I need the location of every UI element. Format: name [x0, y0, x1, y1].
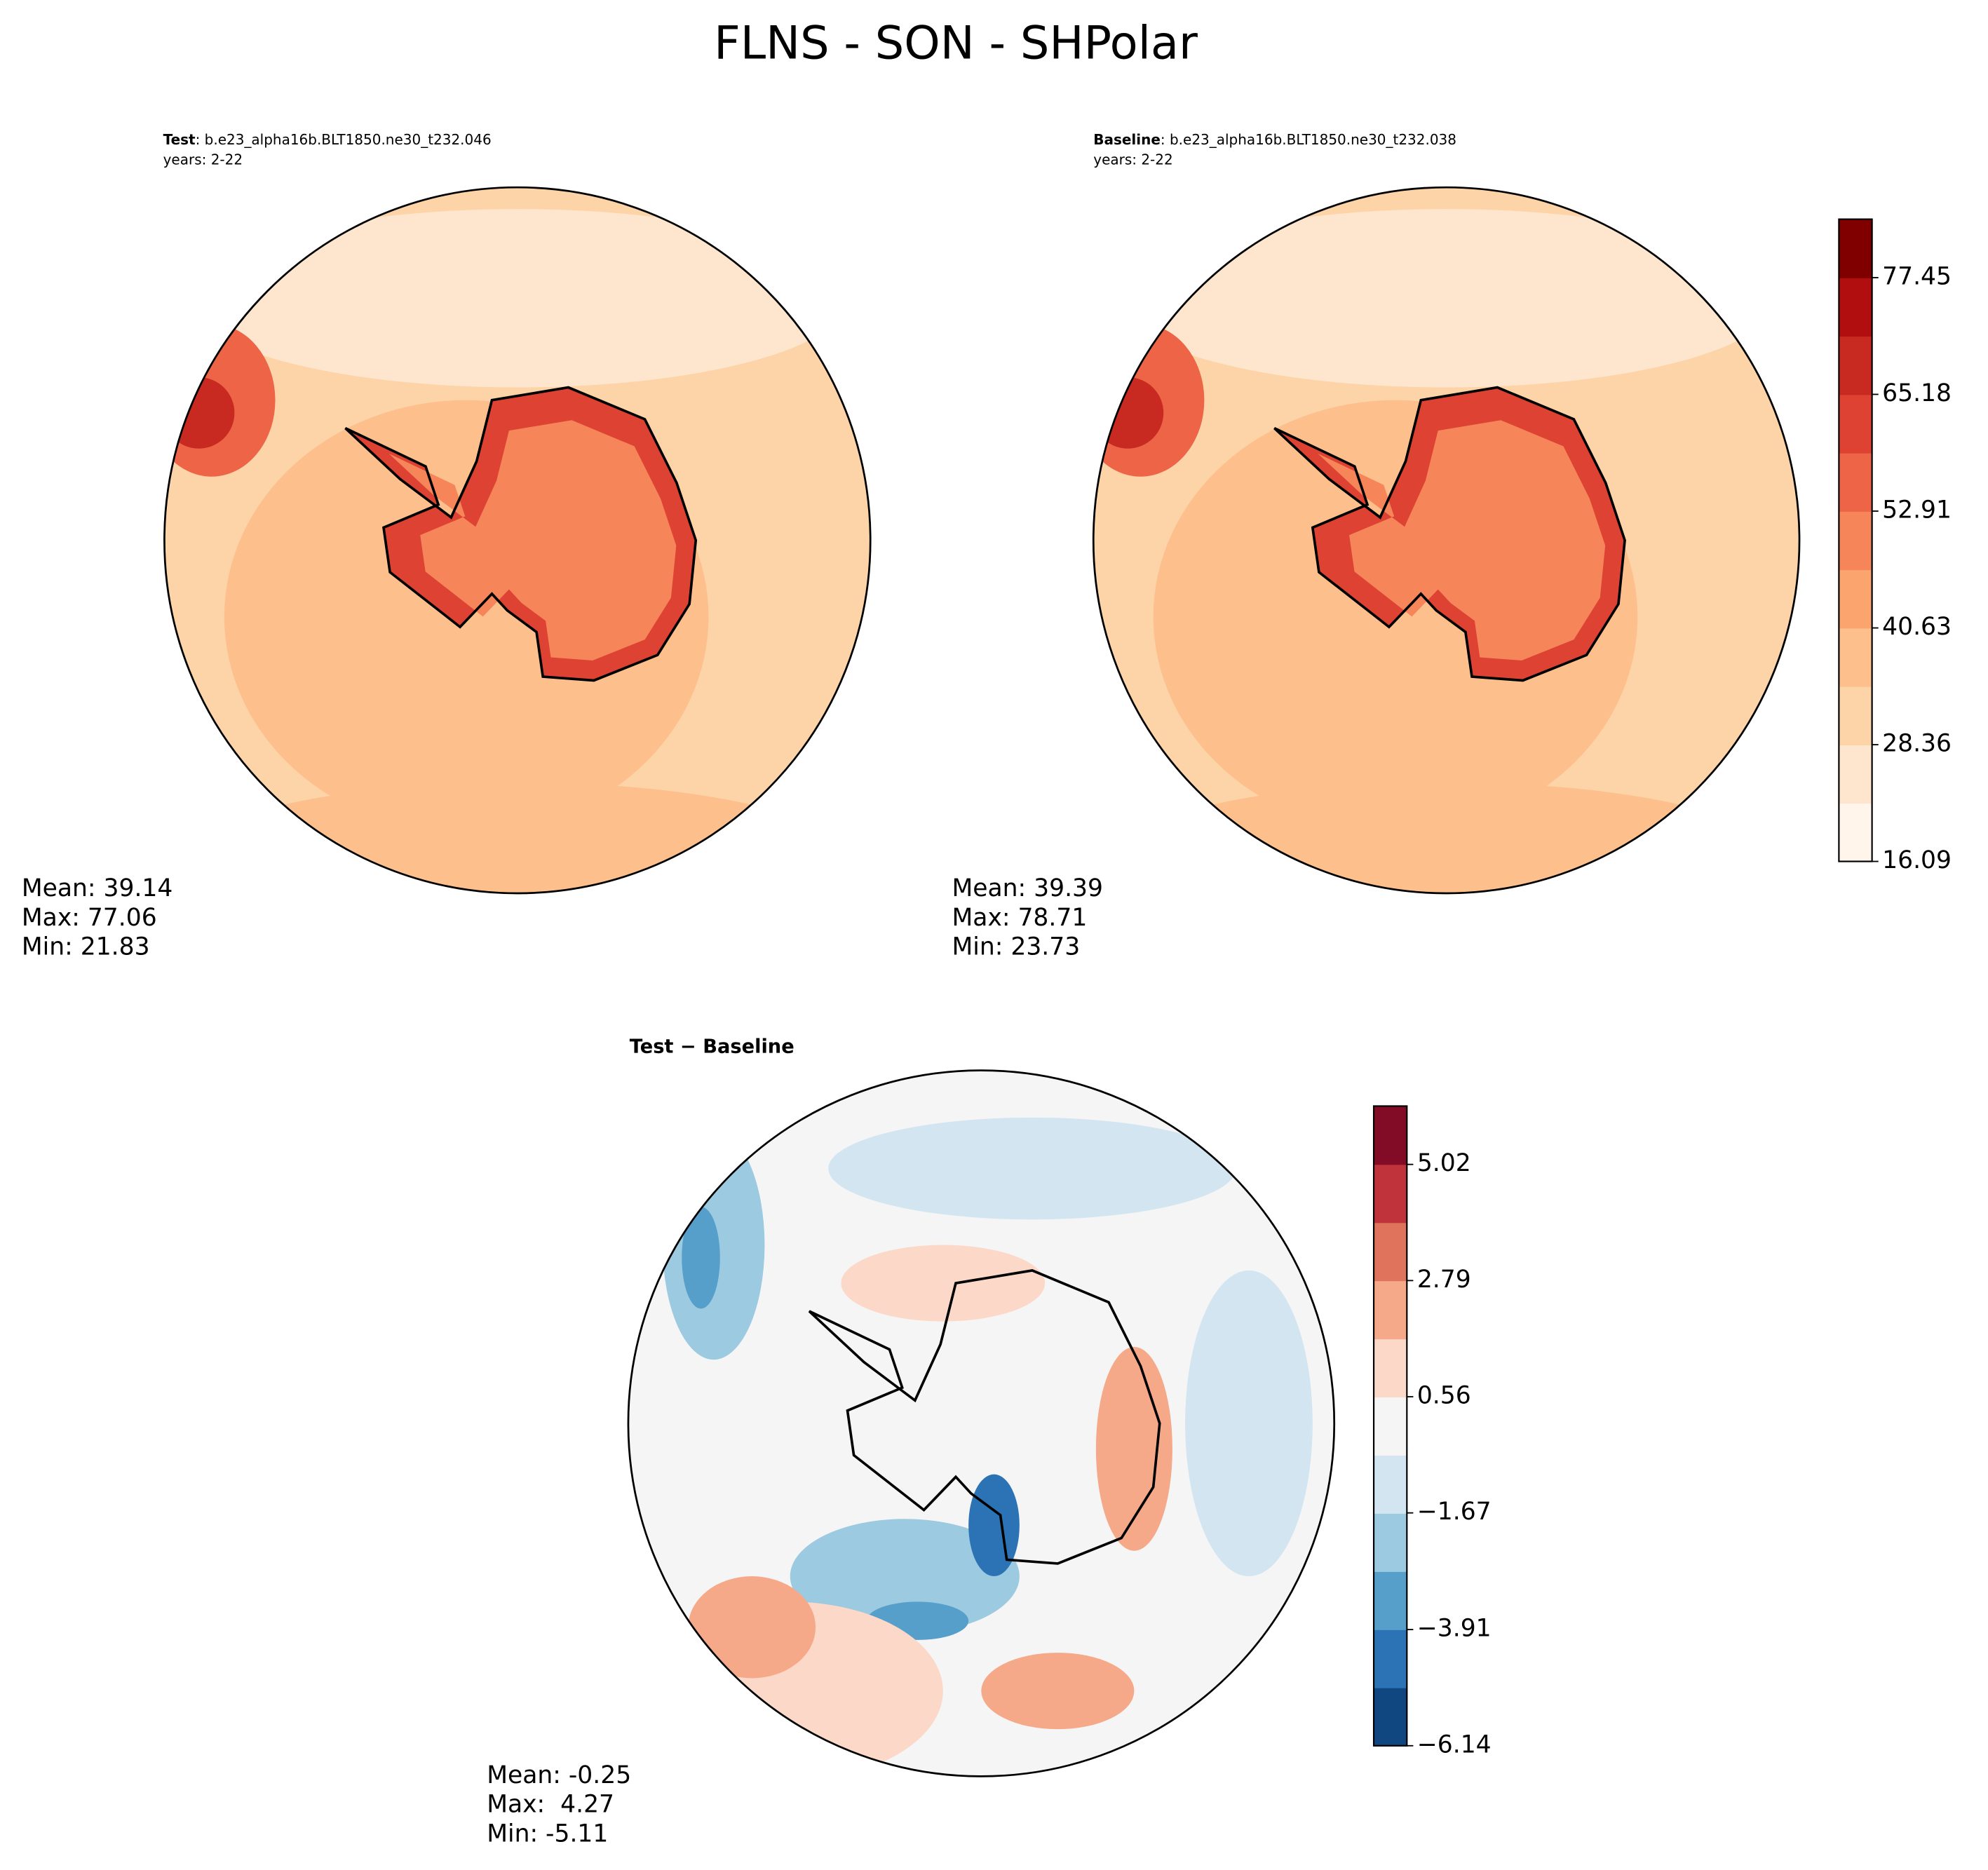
- map: [1077, 186, 1801, 935]
- colorbar-segment: [1374, 1164, 1407, 1224]
- stat: Min: 21.83: [22, 933, 150, 961]
- colorbar-segment: [1374, 1455, 1407, 1514]
- colorbar-tick-label: 0.56: [1417, 1382, 1471, 1410]
- colorbar-tick-label: −1.67: [1417, 1498, 1492, 1526]
- colorbar-tick-label: −6.14: [1417, 1730, 1492, 1759]
- stat: Mean: -0.25: [487, 1761, 631, 1789]
- colorbar-segment: [1374, 1397, 1407, 1456]
- colorbar-segment: [1374, 1629, 1407, 1688]
- colorbar-segment: [1839, 452, 1872, 512]
- colorbar-segment: [1839, 394, 1872, 454]
- colorbar-tick-label: −3.91: [1417, 1615, 1492, 1643]
- colorbar-frame: [1372, 1105, 1408, 1747]
- map: [627, 1069, 1336, 1780]
- colorbar-tick-label: 40.63: [1882, 613, 1952, 641]
- stat: Min: 23.73: [952, 933, 1081, 961]
- stat: Mean: 39.14: [22, 874, 173, 902]
- colorbar-segment: [1374, 1222, 1407, 1282]
- panel-case: : b.e23_alpha16b.BLT1850.ne30_t232.046: [196, 130, 492, 147]
- colorbar-tick-label: 77.45: [1882, 262, 1952, 290]
- colorbar-segment: [1839, 510, 1872, 571]
- colorbar-tick-label: 5.02: [1417, 1149, 1471, 1177]
- colorbar-tick-label: 2.79: [1417, 1266, 1471, 1294]
- stat: Mean: 39.39: [952, 874, 1103, 902]
- panel-label: Baseline: b.e23_alpha16b.BLT1850.ne30_t2…: [1093, 130, 1456, 147]
- panel-years: years: 2-22: [1093, 151, 1172, 168]
- stat: Max: 77.06: [22, 904, 157, 932]
- panel-case: : b.e23_alpha16b.BLT1850.ne30_t232.038: [1161, 130, 1456, 147]
- colorbar-segment: [1839, 569, 1872, 629]
- panel-years: years: 2-22: [163, 151, 243, 168]
- colorbar-tick-label: 16.09: [1882, 846, 1952, 874]
- panel-name: Baseline: [1093, 130, 1161, 147]
- colorbar-tick-label: 52.91: [1882, 496, 1952, 524]
- stat: Max: 78.71: [952, 904, 1088, 932]
- colorbar-segment: [1839, 336, 1872, 395]
- panel-name: Test: [163, 130, 196, 147]
- colorbar-segment: [1839, 219, 1872, 278]
- colorbar-segment: [1374, 1280, 1407, 1340]
- panel-label: Test: b.e23_alpha16b.BLT1850.ne30_t232.0…: [163, 130, 492, 147]
- colorbar-segment: [1839, 803, 1872, 862]
- colorbar-tick-label: 65.18: [1882, 379, 1952, 407]
- colorbar-segment: [1374, 1687, 1407, 1747]
- colorbar-segment: [1839, 277, 1872, 337]
- stat: Max: 4.27: [487, 1791, 614, 1819]
- colorbar-segment: [1374, 1106, 1407, 1165]
- colorbar-segment: [1374, 1339, 1407, 1398]
- colorbar-segment: [1374, 1513, 1407, 1572]
- map: [148, 186, 872, 935]
- figure-title: FLNS - SON - SHPolar: [714, 17, 1198, 70]
- colorbar-segment: [1374, 1571, 1407, 1630]
- colorbar-segment: [1839, 628, 1872, 687]
- panel-title: Test − Baseline: [630, 1036, 794, 1057]
- colorbar-segment: [1839, 745, 1872, 804]
- colorbar-segment: [1839, 686, 1872, 745]
- stat: Min: -5.11: [487, 1820, 608, 1848]
- colorbar-frame: [1838, 218, 1873, 862]
- colorbar-tick-label: 28.36: [1882, 730, 1952, 758]
